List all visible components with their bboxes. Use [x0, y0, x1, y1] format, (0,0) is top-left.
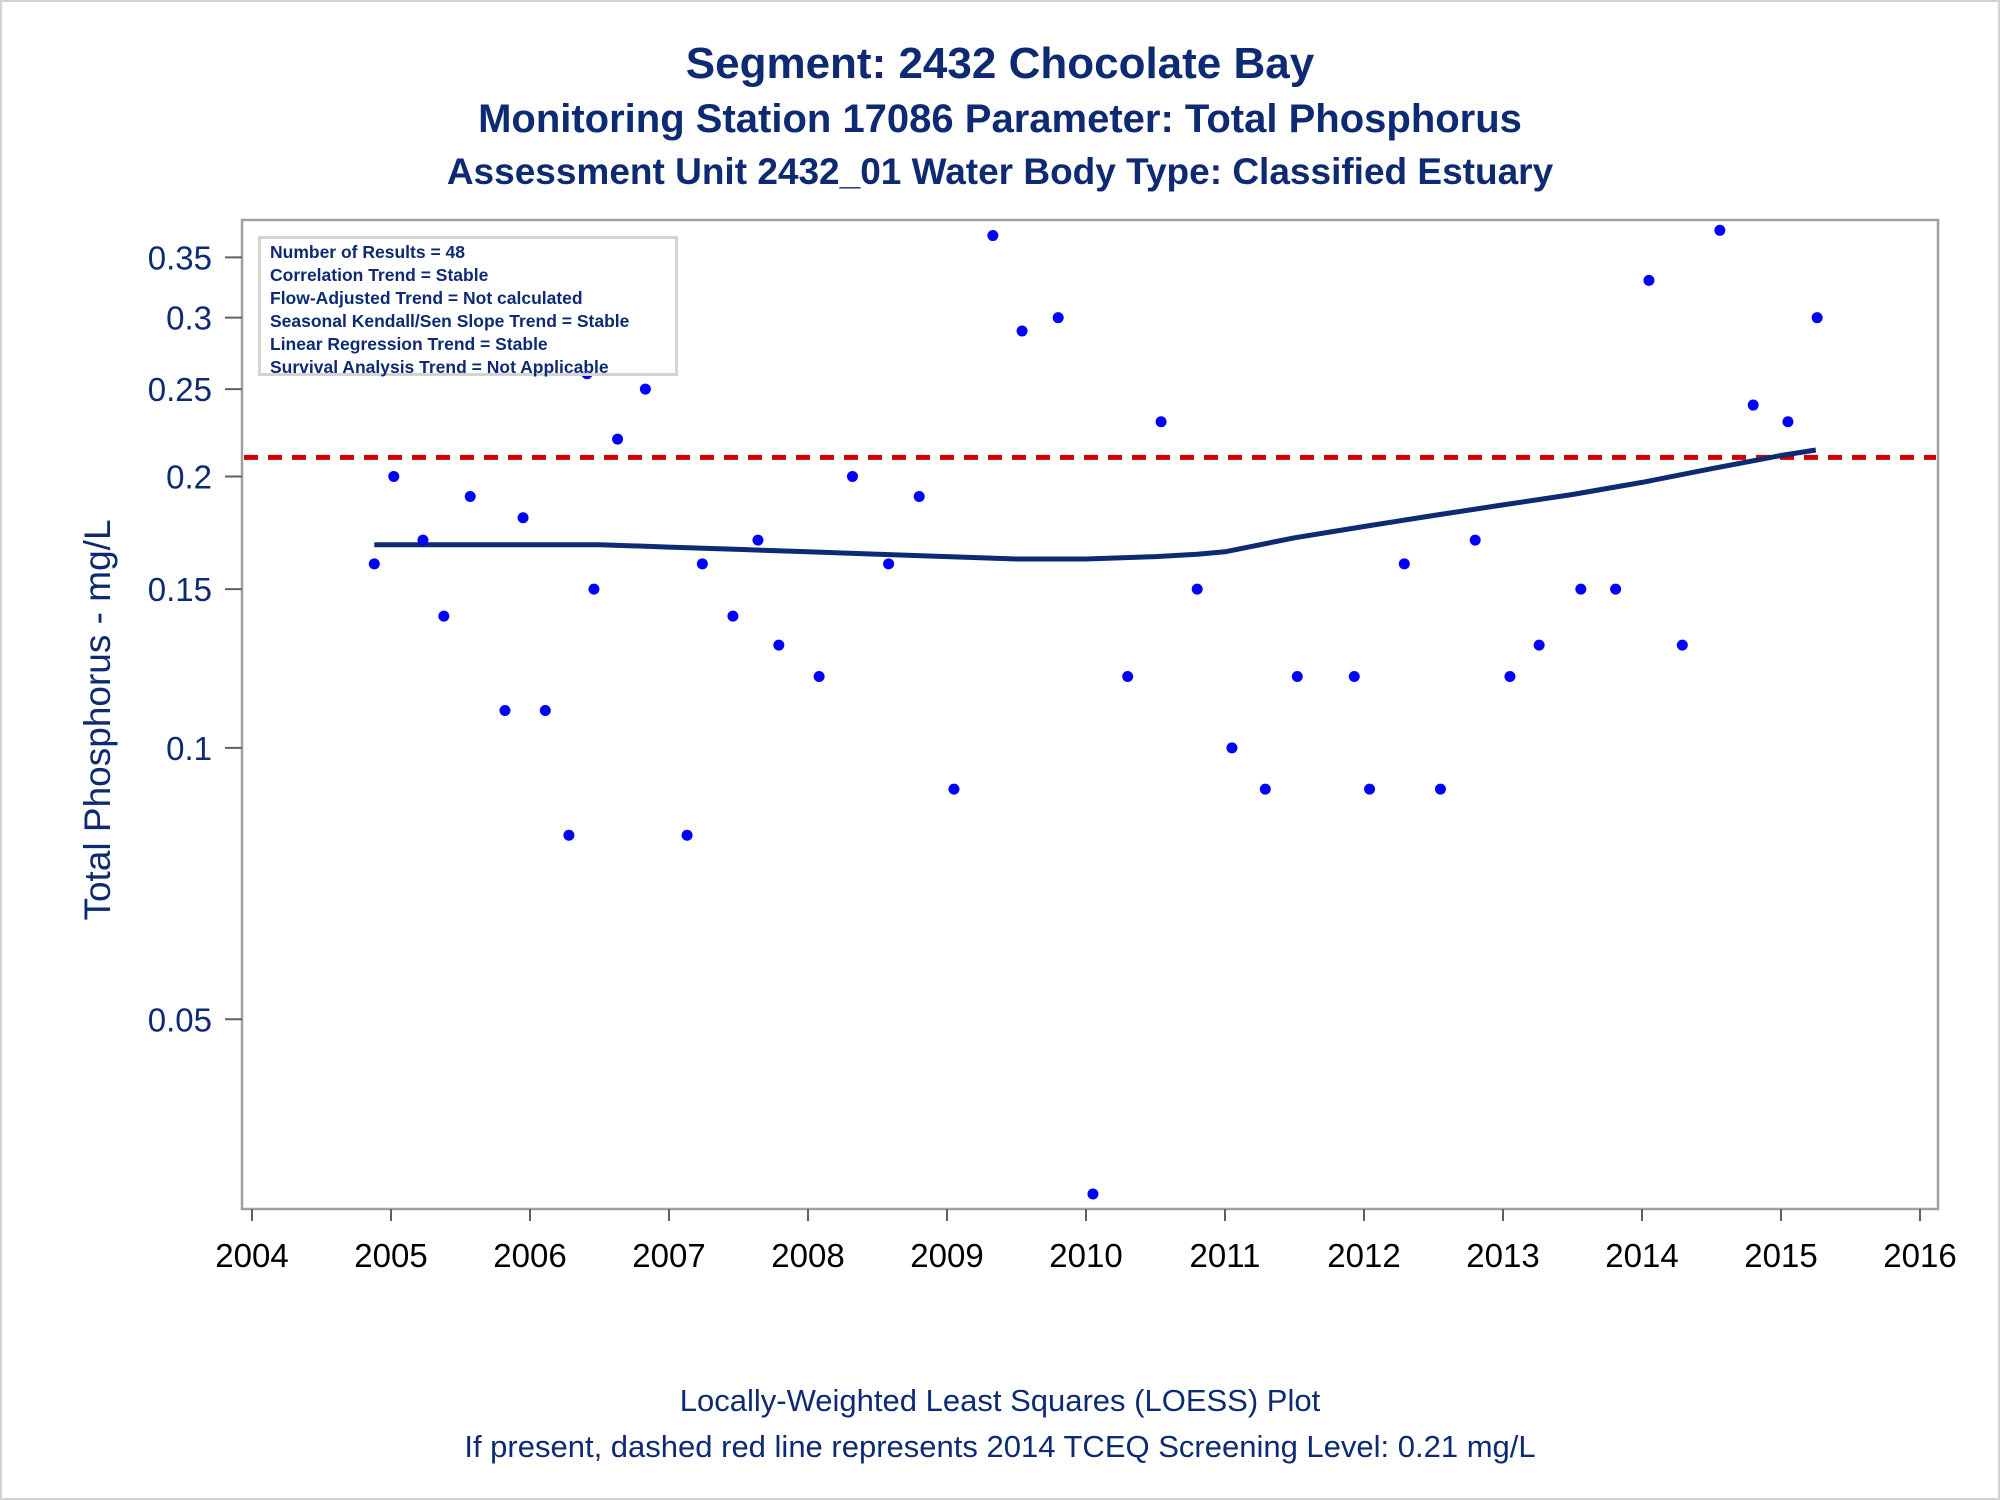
- y-tick-label: 0.1: [166, 730, 212, 767]
- data-point: [1259, 783, 1271, 795]
- x-tick-label: 2008: [771, 1237, 844, 1274]
- x-tick-label: 2015: [1744, 1237, 1817, 1274]
- data-point: [464, 491, 476, 503]
- data-point: [1575, 583, 1587, 595]
- data-point: [1533, 639, 1545, 651]
- chart-footer: Locally-Weighted Least Squares (LOESS) P…: [0, 1378, 2000, 1470]
- data-point: [1504, 670, 1516, 682]
- trend-stats-box: Number of Results = 48 Correlation Trend…: [258, 236, 678, 377]
- y-tick-label: 0.3: [166, 300, 212, 337]
- chart-titles: Segment: 2432 Chocolate Bay Monitoring S…: [0, 36, 2000, 198]
- stat-seasonal-kendall-trend: Seasonal Kendall/Sen Slope Trend = Stabl…: [270, 311, 630, 331]
- chart-subtitle-2: Assessment Unit 2432_01 Water Body Type:…: [446, 151, 1554, 192]
- y-tick-label: 0.25: [148, 371, 212, 408]
- stat-survival-analysis-trend: Survival Analysis Trend = Not Applicable: [270, 357, 609, 377]
- y-axis-label-container: Total Phosphorus - mg/L: [77, 519, 118, 920]
- x-tick-label: 2007: [632, 1237, 705, 1274]
- data-point: [813, 670, 825, 682]
- data-point: [612, 433, 624, 445]
- x-tick-label: 2013: [1466, 1237, 1539, 1274]
- data-point: [752, 534, 764, 546]
- data-point: [1291, 670, 1303, 682]
- plot-area: [240, 218, 1940, 1211]
- data-point: [1714, 224, 1726, 236]
- data-point: [499, 705, 511, 717]
- y-tick-label: 0.2: [166, 458, 212, 495]
- data-point: [1469, 534, 1481, 546]
- data-point: [1122, 670, 1134, 682]
- stat-flow-adjusted-trend: Flow-Adjusted Trend = Not calculated: [270, 288, 583, 308]
- data-point: [1643, 274, 1655, 286]
- x-tick-label: 2014: [1605, 1237, 1678, 1274]
- stat-linear-regression-trend: Linear Regression Trend = Stable: [270, 334, 548, 354]
- data-point: [588, 583, 600, 595]
- data-point: [948, 783, 960, 795]
- data-point: [773, 639, 785, 651]
- chart-subtitle: Monitoring Station 17086 Parameter: Tota…: [478, 97, 1522, 141]
- data-point: [563, 829, 575, 841]
- x-tick-label: 2016: [1883, 1237, 1956, 1274]
- footer-method: Locally-Weighted Least Squares (LOESS) P…: [679, 1383, 1321, 1418]
- data-point: [987, 230, 999, 242]
- x-tick-label: 2005: [354, 1237, 427, 1274]
- data-point: [368, 558, 380, 570]
- data-point: [438, 610, 450, 622]
- data-point: [417, 534, 429, 546]
- data-point: [1610, 583, 1622, 595]
- y-axis-label: Total Phosphorus - mg/L: [77, 519, 118, 920]
- data-point: [639, 383, 651, 395]
- data-point: [1052, 312, 1064, 324]
- y-axis: 0.05 0.1 0.15 0.2 0.25 0.3 0.35: [148, 239, 242, 1038]
- data-point: [1348, 670, 1360, 682]
- x-tick-label: 2012: [1327, 1237, 1400, 1274]
- data-point: [539, 705, 551, 717]
- data-point: [1434, 783, 1446, 795]
- x-tick-label: 2006: [493, 1237, 566, 1274]
- y-tick-label: 0.05: [148, 1001, 212, 1038]
- x-axis: 2004 2005 2006 2007 2008 2009 2010 2011 2012 2013…: [215, 1209, 1957, 1274]
- data-point: [1782, 416, 1794, 428]
- data-point: [1747, 399, 1759, 411]
- x-tick-label: 2004: [215, 1237, 288, 1274]
- stat-number-of-results: Number of Results = 48: [270, 242, 465, 262]
- y-tick-label: 0.35: [148, 239, 212, 276]
- chart-title: Segment: 2432 Chocolate Bay: [685, 39, 1315, 88]
- y-tick-label: 0.15: [148, 571, 212, 608]
- data-point: [1364, 783, 1376, 795]
- x-tick-label: 2009: [910, 1237, 983, 1274]
- data-point: [913, 491, 925, 503]
- data-point: [1398, 558, 1410, 570]
- data-point: [388, 470, 400, 482]
- data-point: [1087, 1188, 1099, 1200]
- data-point: [1676, 639, 1688, 651]
- data-point: [846, 470, 858, 482]
- data-point: [883, 558, 895, 570]
- data-point: [1016, 325, 1028, 337]
- data-point: [1226, 742, 1238, 754]
- data-point: [696, 558, 708, 570]
- x-tick-label: 2011: [1190, 1237, 1261, 1274]
- loess-line: [374, 447, 1817, 562]
- data-point: [727, 610, 739, 622]
- data-point: [1155, 416, 1167, 428]
- data-point: [681, 829, 693, 841]
- x-tick-label: 2010: [1049, 1237, 1122, 1274]
- data-point: [1191, 583, 1203, 595]
- data-point: [1811, 312, 1823, 324]
- footer-screening-note: If present, dashed red line represents 2…: [464, 1429, 1536, 1464]
- data-point: [517, 512, 529, 524]
- stat-correlation-trend: Correlation Trend = Stable: [270, 265, 489, 285]
